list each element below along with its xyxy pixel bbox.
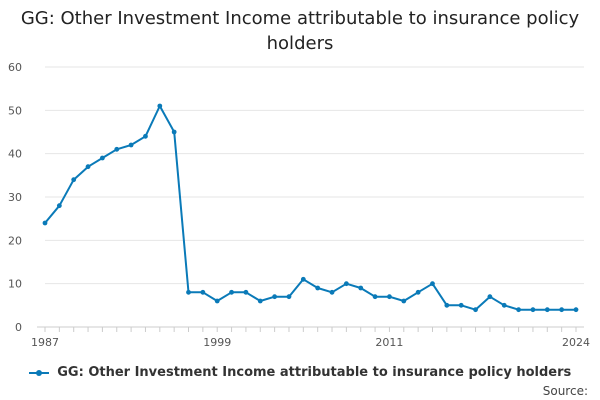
data-point xyxy=(114,146,120,152)
data-point xyxy=(157,103,163,109)
y-tick-label: 0 xyxy=(15,321,22,334)
data-point xyxy=(71,177,77,183)
data-point xyxy=(257,298,263,304)
data-point xyxy=(501,302,507,308)
legend[interactable]: GG: Other Investment Income attributable… xyxy=(0,365,600,380)
series-line xyxy=(44,105,576,311)
x-tick-label: 2024 xyxy=(562,336,590,349)
data-point xyxy=(300,276,306,282)
data-point xyxy=(401,298,407,304)
legend-swatch xyxy=(28,369,49,377)
data-point xyxy=(473,307,478,313)
data-point xyxy=(544,307,550,313)
y-tick-label: 30 xyxy=(8,191,22,204)
data-point xyxy=(315,285,321,291)
data-point xyxy=(343,281,349,287)
y-tick-label: 40 xyxy=(8,148,22,161)
data-point xyxy=(272,294,278,300)
y-tick-label: 10 xyxy=(8,278,22,291)
x-tick-label: 2011 xyxy=(375,336,403,349)
data-point xyxy=(458,302,464,308)
data-point xyxy=(444,302,450,308)
data-point xyxy=(516,307,521,313)
data-point xyxy=(214,298,220,304)
data-point xyxy=(530,307,536,313)
data-point xyxy=(487,294,493,300)
legend-label: GG: Other Investment Income attributable… xyxy=(57,365,572,380)
data-point xyxy=(171,129,177,135)
data-point xyxy=(358,285,364,291)
data-point xyxy=(128,142,134,148)
data-point xyxy=(42,220,48,226)
y-tick-label: 50 xyxy=(8,104,22,117)
data-point xyxy=(143,133,148,139)
data-point xyxy=(229,289,234,295)
data-point xyxy=(372,294,378,300)
data-point xyxy=(329,289,335,295)
y-tick-label: 20 xyxy=(8,234,22,247)
data-point xyxy=(186,289,191,295)
data-point xyxy=(573,307,579,313)
data-point xyxy=(100,155,105,161)
data-point xyxy=(415,289,421,295)
data-point xyxy=(85,164,91,170)
chart-title: GG: Other Investment Income attributable… xyxy=(20,8,580,54)
x-tick-label: 1987 xyxy=(31,336,59,349)
data-point xyxy=(559,307,565,313)
data-point xyxy=(430,281,435,287)
y-tick-label: 60 xyxy=(8,61,22,74)
data-point xyxy=(387,294,392,300)
data-point xyxy=(200,289,206,295)
data-point xyxy=(243,289,249,295)
source-label: Source: xyxy=(542,384,588,398)
data-point xyxy=(286,294,292,300)
data-point xyxy=(56,203,62,209)
x-tick-label: 1999 xyxy=(203,336,231,349)
